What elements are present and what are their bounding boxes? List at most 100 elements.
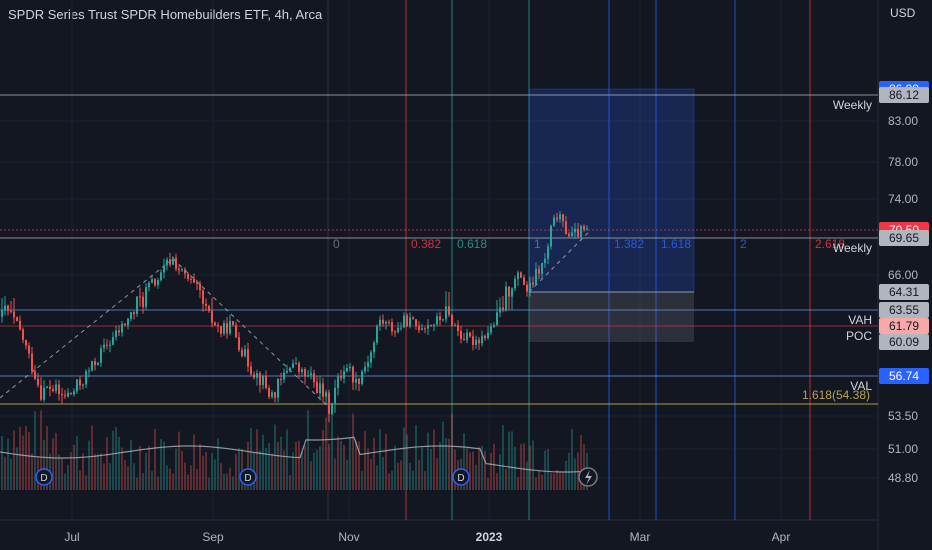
currency-label: USD bbox=[890, 6, 916, 20]
candle-body bbox=[223, 322, 225, 334]
volume-bar bbox=[4, 456, 6, 490]
candle-body bbox=[433, 324, 435, 326]
volume-bar bbox=[562, 472, 564, 490]
candle-body bbox=[466, 332, 468, 341]
volume-bar bbox=[130, 440, 132, 490]
volume-bar bbox=[406, 434, 408, 490]
candle-body bbox=[319, 383, 321, 394]
trend-lines[interactable] bbox=[0, 232, 589, 407]
candle-body bbox=[34, 371, 36, 379]
candle-body bbox=[397, 327, 399, 333]
candle-body bbox=[280, 378, 282, 380]
volume-bar bbox=[328, 444, 330, 490]
volume-bar bbox=[121, 447, 123, 490]
candle-body bbox=[49, 386, 51, 389]
candle-body bbox=[478, 339, 480, 344]
candle-body bbox=[490, 326, 492, 333]
candle-body bbox=[487, 332, 489, 339]
volume-bar bbox=[58, 454, 60, 490]
volume-bar bbox=[139, 445, 141, 490]
candle-body bbox=[532, 282, 534, 285]
candles bbox=[1, 211, 588, 423]
candle-body bbox=[259, 373, 261, 386]
candle-body bbox=[310, 373, 312, 376]
volume-bar bbox=[553, 473, 555, 490]
volume-ma-line bbox=[0, 436, 589, 473]
candle-body bbox=[205, 303, 207, 307]
candle-body bbox=[172, 257, 174, 265]
long-position-tool[interactable] bbox=[528, 88, 695, 342]
candle-body bbox=[121, 323, 123, 333]
candle-body bbox=[304, 369, 306, 377]
dividend-marker bbox=[452, 468, 470, 486]
candle-body bbox=[418, 326, 420, 331]
volume-bar bbox=[22, 435, 24, 490]
volume-bar bbox=[193, 434, 195, 490]
price-badge bbox=[879, 318, 929, 334]
volume-bar bbox=[271, 453, 273, 490]
candle-body bbox=[55, 384, 57, 392]
volume-bar bbox=[418, 459, 420, 490]
volume-bar bbox=[409, 462, 411, 490]
volume-bar bbox=[304, 445, 306, 490]
candle-body bbox=[355, 378, 357, 383]
candle-body bbox=[475, 339, 477, 345]
volume-bar bbox=[346, 459, 348, 490]
candle-body bbox=[502, 307, 504, 311]
candle-body bbox=[214, 322, 216, 326]
volume-bar bbox=[355, 440, 357, 490]
volume-bar bbox=[214, 459, 216, 490]
candle-body bbox=[43, 387, 45, 400]
volume-bar bbox=[523, 443, 525, 490]
time-tick-label: 2023 bbox=[476, 530, 503, 544]
level-label: VAL bbox=[850, 379, 872, 393]
candle-body bbox=[529, 282, 531, 292]
volume-bar bbox=[463, 433, 465, 490]
volume-bar bbox=[1, 436, 3, 490]
volume-bar bbox=[484, 450, 486, 490]
candle-body bbox=[25, 339, 27, 346]
candle-body bbox=[307, 375, 309, 377]
volume-bar bbox=[343, 444, 345, 490]
candle-body bbox=[562, 214, 564, 222]
volume-bar bbox=[322, 430, 324, 490]
candle-body bbox=[361, 371, 363, 384]
volume-bar bbox=[88, 440, 90, 490]
volume-bar bbox=[196, 468, 198, 490]
candle-body bbox=[301, 369, 303, 373]
candle-body bbox=[496, 312, 498, 325]
candle-body bbox=[76, 379, 78, 392]
candle-body bbox=[265, 376, 267, 389]
candle-body bbox=[82, 384, 84, 386]
volume-bar bbox=[220, 463, 222, 490]
volume-bar bbox=[412, 470, 414, 490]
candle-body bbox=[379, 319, 381, 326]
price-tick-label: 74.00 bbox=[888, 192, 918, 206]
volume-bar bbox=[547, 448, 549, 490]
candle-body bbox=[40, 385, 42, 400]
candle-body bbox=[565, 221, 567, 235]
volume-bar bbox=[445, 438, 447, 490]
candle-body bbox=[442, 319, 444, 321]
candle-body bbox=[439, 316, 441, 321]
candle-body bbox=[334, 387, 336, 404]
volume-bar bbox=[295, 441, 297, 490]
fib-time-label: 1.618 bbox=[661, 237, 691, 251]
candle-body bbox=[451, 314, 453, 327]
volume-bar bbox=[301, 451, 303, 490]
candle-body bbox=[556, 217, 558, 220]
candle-body bbox=[106, 344, 108, 346]
candle-body bbox=[517, 272, 519, 279]
candle-body bbox=[283, 372, 285, 380]
volume-bar bbox=[541, 474, 543, 490]
candle-body bbox=[178, 268, 180, 271]
volume-bar bbox=[472, 451, 474, 490]
candle-body bbox=[292, 363, 294, 368]
volume-bar bbox=[106, 437, 108, 490]
candle-body bbox=[274, 392, 276, 398]
volume-bar bbox=[361, 471, 363, 490]
volume-bar bbox=[268, 443, 270, 490]
